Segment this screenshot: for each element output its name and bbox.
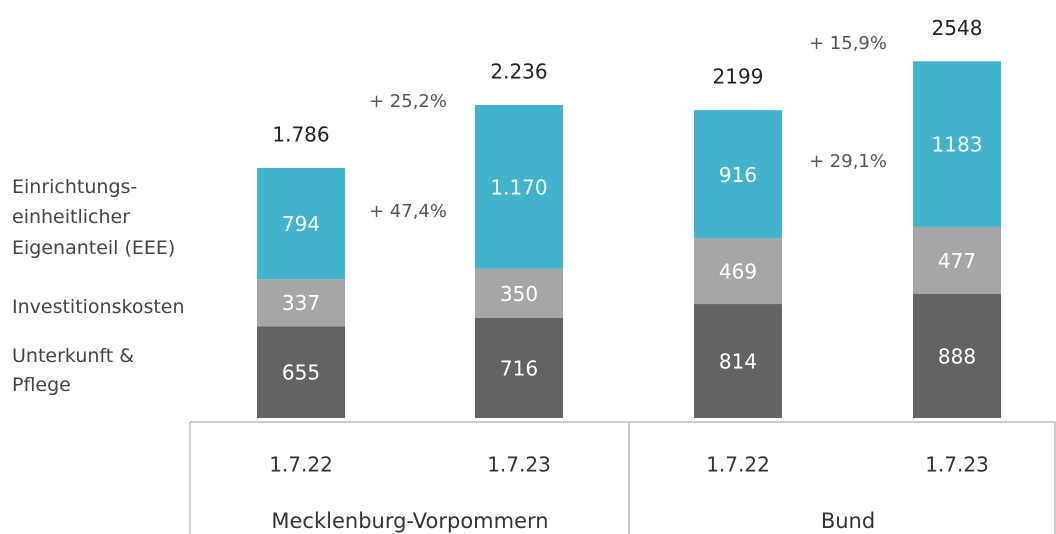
bar-segment [913, 293, 1001, 418]
segment-label: 655 [282, 361, 320, 385]
bar-segment [913, 61, 1001, 227]
bar-segment [257, 167, 345, 280]
bar-segment [475, 268, 563, 318]
legend-label: Einrichtungs-einheitlicher Eigenanteil (E… [12, 176, 175, 259]
legend-label: Investitionskosten [12, 296, 185, 318]
bar-segment [257, 326, 345, 418]
x-tick-label: 1.7.23 [487, 453, 551, 477]
segment-label: 469 [719, 260, 757, 284]
annotation: + 29,1% [809, 151, 887, 172]
segment-label: 350 [500, 282, 538, 306]
legend-label: Unterkunft & Pflege [12, 345, 134, 396]
segment-label: 916 [719, 163, 757, 187]
segment-label: 477 [938, 249, 976, 273]
segment-label: 337 [282, 291, 320, 315]
segment-label: 1183 [932, 133, 983, 157]
total-label: 2199 [713, 65, 764, 89]
segment-label: 716 [500, 356, 538, 380]
bar-segment [257, 279, 345, 327]
total-label: 2.236 [490, 59, 547, 83]
x-tick-label: 1.7.22 [706, 453, 770, 477]
annotation: + 47,4% [369, 201, 447, 222]
x-tick-label: 1.7.23 [925, 453, 989, 477]
bar-segment [475, 104, 563, 269]
bar-segment [913, 226, 1001, 294]
total-label: 2548 [932, 16, 983, 40]
segment-label: 794 [282, 212, 320, 236]
segment-label: 888 [938, 344, 976, 368]
bar-segment [475, 317, 563, 418]
bar-segment [694, 238, 782, 305]
group-label: Mecklenburg-Vorpommern [271, 509, 548, 533]
x-tick-label: 1.7.22 [269, 453, 333, 477]
annotation: + 25,2% [369, 91, 447, 112]
total-label: 1.786 [272, 122, 329, 146]
segment-label: 1.170 [490, 175, 547, 199]
bar-segment [694, 304, 782, 418]
annotation: + 15,9% [809, 33, 887, 54]
segment-label: 814 [719, 350, 757, 374]
bar-segment [694, 110, 782, 239]
group-label: Bund [821, 509, 875, 533]
